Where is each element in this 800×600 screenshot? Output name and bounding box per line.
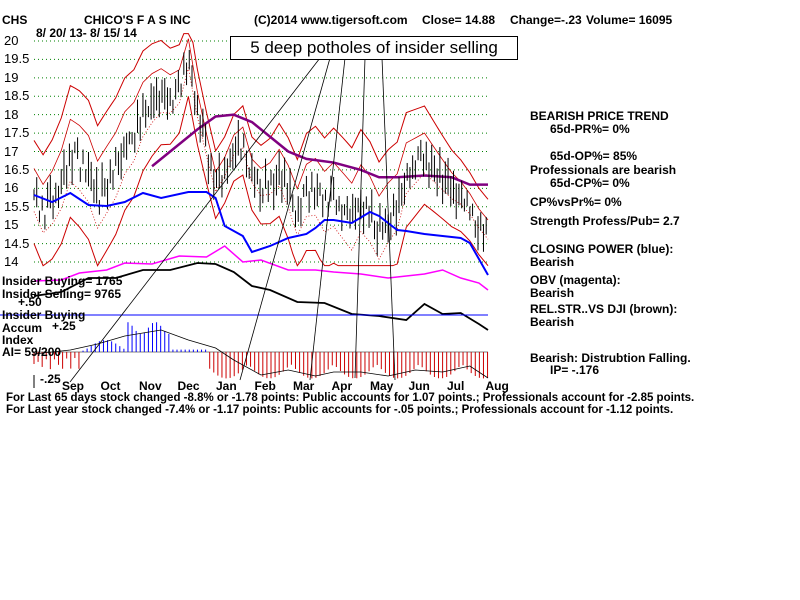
y-tick-label: 14: [4, 254, 19, 269]
y-tick-label: 18: [4, 106, 19, 122]
insider-selling-label: Insider Selling= 9765: [2, 287, 122, 301]
cp-vs-pr-stat: CP%vsPr%= 0%: [530, 195, 622, 209]
strength-stat: Strength Profess/Pub= 2.7: [530, 214, 680, 228]
y-tick-label: 16.5: [4, 161, 30, 177]
y-tick-label: 17: [4, 143, 19, 159]
professionals-status: Professionals are bearish: [530, 163, 677, 177]
obv-line: [33, 245, 489, 291]
month-label-jul: Jul: [447, 379, 465, 393]
copyright-label: (C)2014 www.tigersoft.com: [254, 13, 408, 27]
upper-band: [33, 33, 489, 200]
relstr-value: Bearish: [530, 315, 575, 329]
closing-power-line: [33, 191, 489, 276]
annotation-box: 5 deep potholes of insider selling: [230, 36, 518, 60]
footer-line-65d: For Last 65 days stock changed -8.8% or …: [6, 392, 695, 404]
y-tick-label: 14.5: [4, 235, 30, 251]
closing-power-value: Bearish: [530, 255, 575, 269]
date-range: 8/ 20/ 13- 8/ 15/ 14: [36, 26, 137, 40]
month-label-jan: Jan: [216, 379, 237, 393]
pr-stat: 65d-PR%= 0%: [550, 122, 630, 136]
close-label: Close= 14.88: [422, 13, 496, 27]
trend-title: BEARISH PRICE TREND: [530, 109, 669, 123]
y-tick-label: 16: [4, 180, 19, 196]
ticker-label: CHS: [2, 13, 28, 27]
scale-minus-25: -.25: [40, 372, 61, 386]
accum-smooth-line: [33, 329, 489, 379]
relstr-line: [33, 262, 489, 331]
y-tick-label: 19.5: [4, 51, 30, 67]
annotation-pointer: [239, 57, 331, 381]
closing-power-label: CLOSING POWER (blue):: [530, 242, 674, 256]
ip-value: IP= -.176: [550, 363, 600, 377]
moving-average-line: [151, 113, 488, 186]
ai-label: AI= 59/200: [2, 345, 62, 359]
month-label-may: May: [370, 379, 394, 393]
y-tick-label: 18.5: [4, 88, 30, 104]
y-tick-label: 15.5: [4, 198, 30, 214]
obv-label: OBV (magenta):: [530, 273, 621, 287]
scale-plus-25: +.25: [52, 319, 76, 333]
lower-band-inner: [33, 67, 489, 260]
footer-line-year: For Last year stock changed -7.4% or -1.…: [6, 404, 674, 416]
annotation-pointer: [381, 57, 396, 381]
insider-buying-label: Insider Buying= 1765: [2, 274, 123, 288]
month-label-apr: Apr: [331, 379, 353, 393]
obv-value: Bearish: [530, 286, 575, 300]
month-label-jun: Jun: [408, 379, 430, 393]
month-label-feb: Feb: [254, 379, 276, 393]
op-stat: 65d-OP%= 85%: [550, 149, 638, 163]
month-label-dec: Dec: [177, 379, 200, 393]
relstr-label: REL.STR..VS DJI (brown):: [530, 302, 678, 316]
annotation-pointer: [354, 57, 366, 379]
month-label-aug: Aug: [485, 379, 509, 393]
y-tick-label: 19: [4, 69, 19, 85]
index-label: Index: [2, 333, 34, 347]
month-label-oct: Oct: [100, 379, 121, 393]
annotation-pointer: [69, 57, 321, 383]
y-tick-label: 17.5: [4, 125, 30, 141]
insider-buying-label-2: Insider Buying: [2, 308, 86, 322]
distribution-label: Bearish: Distrubtion Falling.: [530, 351, 691, 365]
accum-label: Accum: [2, 321, 43, 335]
y-tick-label: 20: [4, 33, 19, 48]
company-name: CHICO'S F A S INC: [84, 13, 191, 27]
volume-label: Volume= 16095: [586, 13, 673, 27]
scale-plus-50: +.50: [18, 295, 42, 309]
upper-band-inner: [33, 38, 489, 221]
cp-stat: 65d-CP%= 0%: [550, 176, 630, 190]
lower-band: [33, 96, 489, 267]
annotation-pointer: [309, 57, 346, 381]
y-tick-label: 15: [4, 217, 19, 233]
change-label: Change=-.23: [510, 13, 582, 27]
month-label-mar: Mar: [293, 379, 315, 393]
month-label-nov: Nov: [139, 379, 162, 393]
month-label-sep: Sep: [62, 379, 85, 393]
